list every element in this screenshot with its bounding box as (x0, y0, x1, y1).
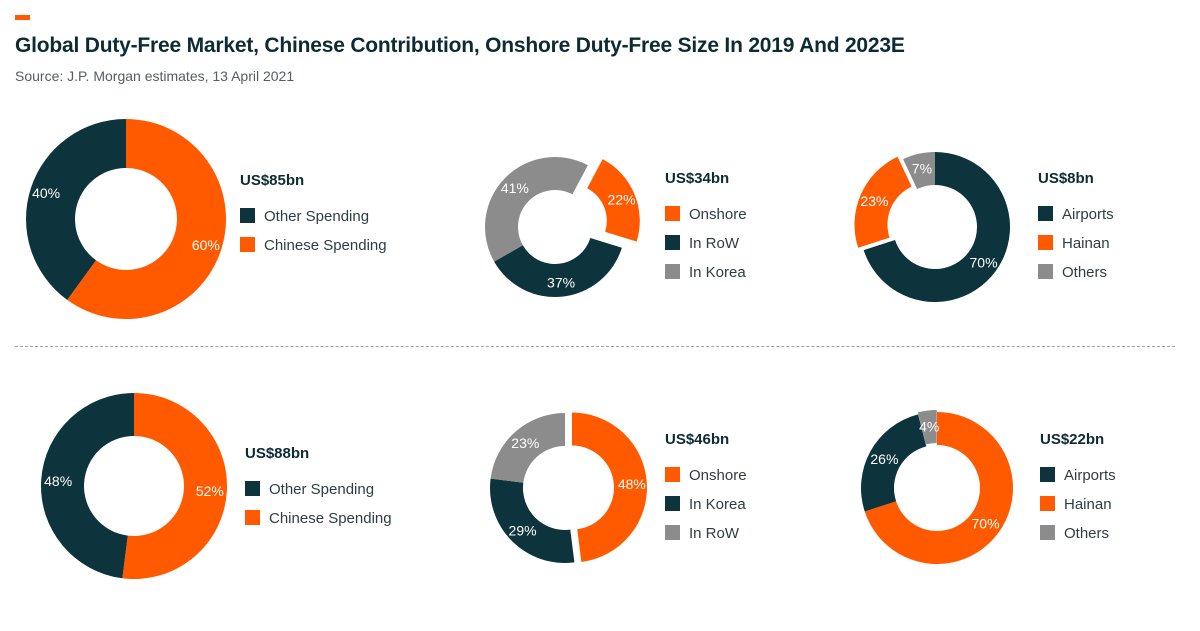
slice-onshore (571, 412, 647, 562)
slice-label: 60% (192, 237, 220, 253)
legend-swatch (1038, 264, 1053, 279)
donut-chart-5: 48% 29% 23% US$46bn Onshore In Korea In RoW (489, 412, 747, 563)
source-note: Source: J.P. Morgan estimates, 13 April … (15, 68, 295, 84)
legend-label: Onshore (689, 206, 747, 223)
slice-hainan (854, 156, 912, 248)
slice-label: 70% (972, 515, 1000, 531)
legend-swatch (1038, 235, 1053, 250)
legend-label: Airports (1062, 206, 1114, 223)
legend-swatch (1038, 206, 1053, 221)
slice-label: 48% (44, 473, 72, 489)
legend-swatch (240, 237, 255, 252)
slice-in-korea (489, 478, 575, 563)
chart-total: US$8bn (1038, 170, 1094, 187)
slice-airports (861, 414, 927, 512)
slice-label: 41% (501, 180, 529, 196)
donut-chart-2: 22% 37% 41% US$34bn Onshore In RoW In Korea (484, 156, 747, 298)
slice-in-row (490, 413, 565, 483)
legend-swatch (665, 525, 680, 540)
chart-total: US$46bn (665, 431, 729, 448)
slice-label: 52% (196, 483, 224, 499)
slice-chinese-spending (122, 393, 227, 579)
legend-swatch (1040, 496, 1055, 511)
slice-label: 7% (912, 160, 932, 176)
chart-total: US$85bn (240, 172, 304, 189)
slice-label: 22% (608, 192, 636, 208)
legend-swatch (1040, 467, 1055, 482)
slice-label: 23% (860, 193, 888, 209)
legend-swatch (245, 510, 260, 525)
legend-label: Other Spending (264, 208, 369, 225)
legend-label: In RoW (689, 235, 740, 252)
donut-chart-6: 70% 26% 4% US$22bn Airports Hainan Others (861, 410, 1116, 564)
slice-label: 48% (618, 476, 646, 492)
legend-label: In Korea (689, 496, 746, 513)
slice-others (917, 410, 937, 445)
slice-in-korea (484, 156, 588, 262)
slice-hainan (864, 412, 1014, 564)
slice-label: 23% (511, 435, 539, 451)
legend-label: In Korea (689, 264, 746, 281)
legend-swatch (1040, 525, 1055, 540)
legend-label: Others (1064, 525, 1109, 542)
chart-total: US$22bn (1040, 431, 1104, 448)
legend-label: Airports (1064, 467, 1116, 484)
legend-label: In RoW (689, 525, 740, 542)
legend-swatch (245, 481, 260, 496)
chart-total: US$88bn (245, 445, 309, 462)
donut-chart-3: 70% 23% 7% US$8bn Airports Hainan Others (854, 152, 1114, 302)
legend-swatch (665, 264, 680, 279)
slice-label: 40% (32, 185, 60, 201)
slice-other-spending (40, 393, 134, 579)
slice-label: 37% (547, 275, 575, 291)
donut-chart-1: 60% 40% US$85bn Other Spending Chinese Spend… (25, 119, 387, 319)
legend-swatch (665, 206, 680, 221)
chart-total: US$34bn (665, 170, 729, 187)
legend-label: Hainan (1062, 235, 1110, 252)
slice-airports (863, 152, 1010, 302)
legend-swatch (665, 467, 680, 482)
legend-label: Others (1062, 264, 1107, 281)
slice-other-spending (25, 119, 126, 300)
slice-onshore (587, 159, 640, 242)
legend-swatch (665, 235, 680, 250)
legend-label: Chinese Spending (269, 510, 392, 527)
legend-label: Chinese Spending (264, 237, 387, 254)
row-divider (15, 346, 1175, 347)
slice-label: 70% (970, 254, 998, 270)
legend-label: Other Spending (269, 481, 374, 498)
slice-in-row (494, 237, 622, 298)
legend-label: Onshore (689, 467, 747, 484)
slice-label: 26% (870, 451, 898, 467)
slice-others (903, 152, 935, 189)
slice-label: 29% (509, 522, 537, 538)
legend-swatch (665, 496, 680, 511)
slice-chinese-spending (67, 119, 227, 319)
slice-label: 4% (919, 418, 939, 434)
legend-label: Hainan (1064, 496, 1112, 513)
donut-chart-4: 52% 48% US$88bn Other Spending Chinese Spend… (40, 393, 392, 579)
page-title: Global Duty-Free Market, Chinese Contrib… (15, 34, 905, 57)
accent-bar (15, 15, 30, 20)
legend-swatch (240, 208, 255, 223)
